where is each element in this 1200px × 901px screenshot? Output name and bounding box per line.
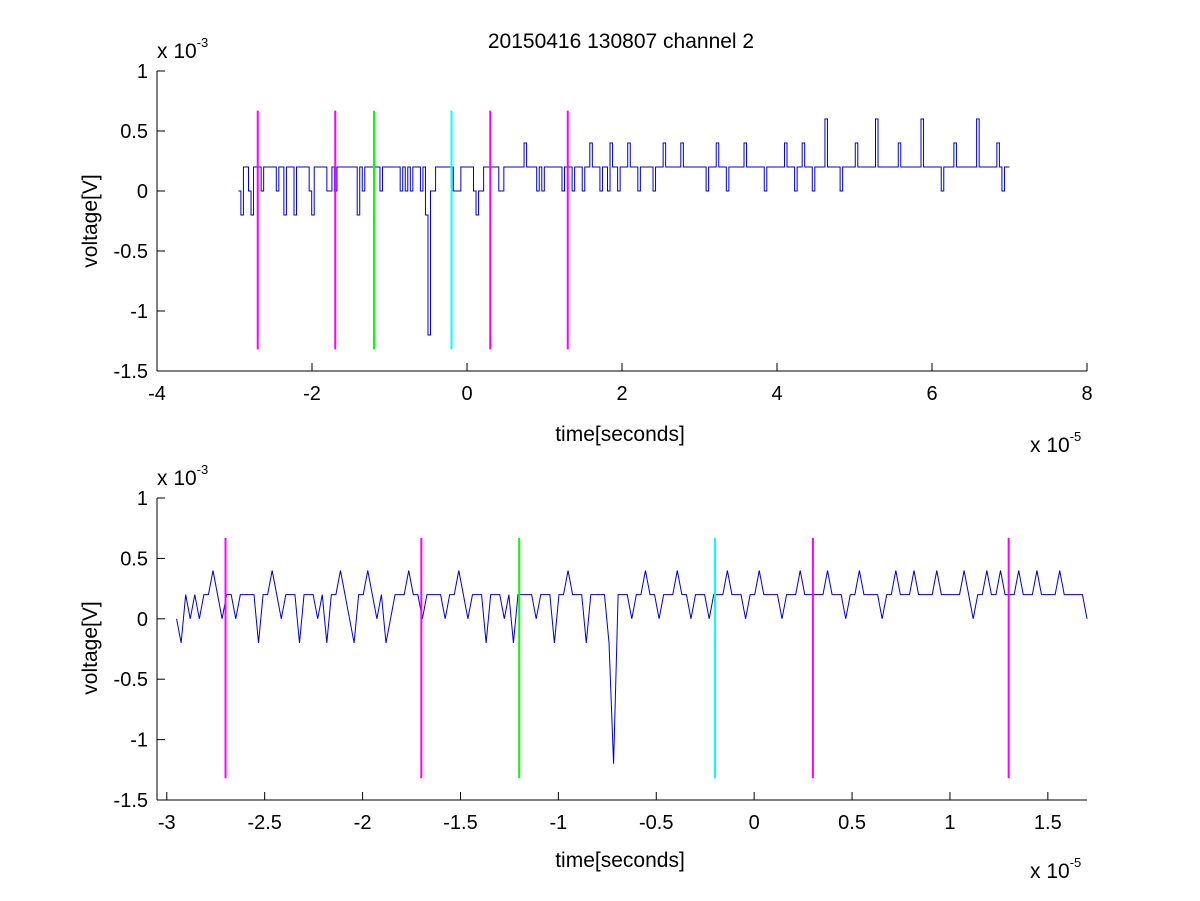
bottom-y-tick-label: 1 xyxy=(137,488,148,510)
top-x-tick-label: -2 xyxy=(303,383,321,405)
top-y-tick-label: 0.5 xyxy=(120,121,148,143)
top-x-tick-label: 2 xyxy=(616,383,627,405)
subplot-top: 20150416 130807 channel 2 -4 -2 0 2 4 6 8-1.5-… xyxy=(79,30,1093,457)
subplot-bottom: -3 -2.5 -2 -1.5 -1 -0.5 0 0.5 1 1.5 -1.5 -1 -0.5 0 0.5… xyxy=(79,462,1088,883)
bottom-y-tick-label: -0.5 xyxy=(114,669,148,691)
top-x-tick-label: -4 xyxy=(148,383,166,405)
bottom-x-tick-label: -2 xyxy=(354,812,372,834)
bottom-x-tick-label: -2.5 xyxy=(247,812,281,834)
bottom-x-tick-label: -1 xyxy=(549,812,567,834)
bottom-x-tick-label: 1 xyxy=(944,812,955,834)
bottom-y-axis-label: voltage[V] xyxy=(79,601,102,694)
top-x-exponent: x 10-5 xyxy=(1030,429,1081,457)
bottom-y-tick-label: 0.5 xyxy=(120,548,148,570)
top-y-tick-label: 1 xyxy=(137,61,148,83)
top-y-exponent: x 10-3 xyxy=(157,35,208,63)
bottom-x-exponent: x 10-5 xyxy=(1030,855,1081,883)
bottom-x-tick-label: -0.5 xyxy=(639,812,673,834)
top-x-tick-label: 6 xyxy=(926,383,937,405)
top-y-tick-label: 0 xyxy=(137,181,148,203)
bottom-axes: -3 -2.5 -2 -1.5 -1 -0.5 0 0.5 1 1.5 -1.5 -1 -0.5 0 0.5… xyxy=(114,488,1088,834)
bottom-y-exponent-power: -3 xyxy=(197,462,209,477)
bottom-x-tick-label: 1.5 xyxy=(1034,812,1062,834)
top-axes: -4 -2 0 2 4 6 8 -1.5 -1 -0.5 0 0.5 1 xyxy=(114,61,1093,405)
bottom-y-exponent: x 10-3 xyxy=(157,462,208,490)
top-y-exponent-base: x 10 xyxy=(157,40,197,63)
top-x-axis-label: time[seconds] xyxy=(555,423,685,446)
bottom-y-exponent-base: x 10 xyxy=(157,467,197,490)
bottom-x-axis-label: time[seconds] xyxy=(555,849,685,872)
top-y-exponent-power: -3 xyxy=(197,35,209,50)
bottom-x-exponent-power: -5 xyxy=(1070,855,1082,870)
top-y-tick-label: -0.5 xyxy=(114,241,148,263)
top-x-tick-label: 4 xyxy=(771,383,782,405)
top-x-exponent-base: x 10 xyxy=(1030,434,1070,457)
top-y-tick-label: -1.5 xyxy=(114,361,148,383)
top-signal-series xyxy=(238,118,1010,336)
top-x-exponent-power: -5 xyxy=(1070,429,1082,444)
top-x-tick-label: 8 xyxy=(1081,383,1092,405)
top-x-tick-label: 0 xyxy=(461,383,472,405)
bottom-x-tick-label: 0 xyxy=(749,812,760,834)
chart-title: 20150416 130807 channel 2 xyxy=(488,30,754,53)
top-y-tick-label: -1 xyxy=(130,301,148,323)
bottom-x-tick-label: 0.5 xyxy=(838,812,866,834)
bottom-x-exponent-base: x 10 xyxy=(1030,860,1070,883)
bottom-y-tick-label: -1 xyxy=(130,730,148,752)
bottom-signal-series xyxy=(176,570,1088,764)
bottom-x-tick-label: -1.5 xyxy=(443,812,477,834)
bottom-x-tick-label: -3 xyxy=(158,812,176,834)
bottom-y-tick-label: -1.5 xyxy=(114,790,148,812)
bottom-y-tick-label: 0 xyxy=(137,609,148,631)
top-y-axis-label: voltage[V] xyxy=(79,174,102,267)
